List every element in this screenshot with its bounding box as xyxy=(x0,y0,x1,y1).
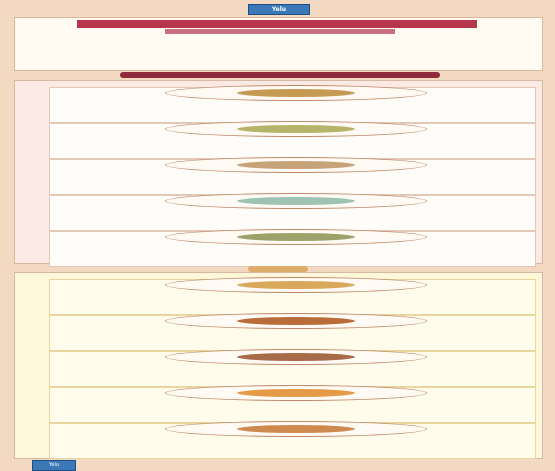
pink-dish-group xyxy=(14,80,543,267)
dish-photo xyxy=(237,125,355,133)
pink-dish-card xyxy=(49,157,536,195)
dish-photo xyxy=(237,353,355,361)
dish-photo xyxy=(237,389,355,397)
dish-photo xyxy=(237,425,355,433)
yellow-dish-card xyxy=(49,385,536,423)
dish-image-frame xyxy=(165,385,427,401)
dish-image-frame xyxy=(165,121,427,137)
pink-dish-card xyxy=(49,193,536,231)
dish-image-frame xyxy=(165,229,427,245)
dish-image-frame xyxy=(165,349,427,365)
section-label xyxy=(248,266,308,272)
footer-logo: Yelu xyxy=(32,460,76,471)
dish-photo xyxy=(237,317,355,325)
page-subtitle xyxy=(165,29,395,34)
dish-photo xyxy=(237,161,355,169)
dish-image-frame xyxy=(165,157,427,173)
dish-image-frame xyxy=(165,277,427,293)
yellow-dish-card xyxy=(49,421,536,459)
dish-photo xyxy=(237,233,355,241)
yellow-dish-group xyxy=(14,272,543,459)
intro-paragraph xyxy=(59,38,511,68)
pink-dish-card xyxy=(49,85,536,123)
dish-photo xyxy=(237,281,355,289)
header-panel xyxy=(14,17,543,71)
dish-image-frame xyxy=(165,421,427,437)
top-logo-badge: Yelu xyxy=(248,4,310,15)
dish-image-frame xyxy=(165,313,427,329)
yellow-dish-card xyxy=(49,349,536,387)
dish-photo xyxy=(237,197,355,205)
pink-dish-card xyxy=(49,121,536,159)
section-heading-band xyxy=(120,72,440,78)
dish-photo xyxy=(237,89,355,97)
dish-image-frame xyxy=(165,85,427,101)
page-title xyxy=(77,20,477,28)
pink-dish-card xyxy=(49,229,536,267)
dish-image-frame xyxy=(165,193,427,209)
yellow-dish-card xyxy=(49,277,536,315)
yellow-dish-card xyxy=(49,313,536,351)
